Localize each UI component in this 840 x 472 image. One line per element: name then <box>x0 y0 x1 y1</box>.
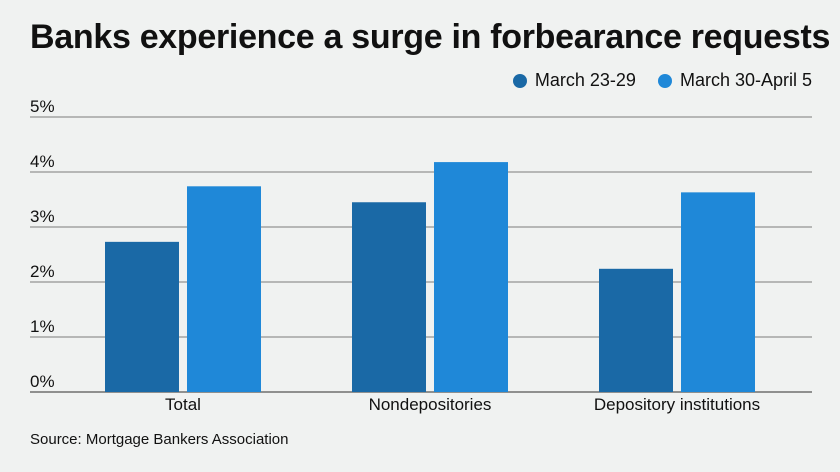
chart-title: Banks experience a surge in forbearance … <box>30 18 831 56</box>
bar-series-1 <box>599 268 673 392</box>
y-tick-label: 0% <box>30 372 55 391</box>
legend-marker-series-2 <box>657 73 672 88</box>
bar-series-2 <box>187 186 261 392</box>
y-tick-label: 5% <box>30 97 55 116</box>
y-tick-label: 4% <box>30 152 55 171</box>
y-tick-label: 3% <box>30 207 55 226</box>
x-tick-label: Nondepositories <box>369 395 492 414</box>
bar-series-2 <box>434 162 508 392</box>
legend-label-series-2: March 30-April 5 <box>679 70 812 90</box>
bar-series-1 <box>105 241 179 392</box>
bar-series-1 <box>352 202 426 392</box>
legend-label-series-1: March 23-29 <box>534 70 636 90</box>
legend-marker-series-1 <box>512 73 527 88</box>
legend-item-series-1: March 23-29 <box>512 70 636 91</box>
y-tick-label: 2% <box>30 262 55 281</box>
source-note: Source: Mortgage Bankers Association <box>30 431 289 448</box>
y-tick-label: 1% <box>30 317 55 336</box>
legend: March 23-29 March 30-April 5 <box>512 70 812 91</box>
bar-series-2 <box>681 192 755 392</box>
x-tick-label: Depository institutions <box>594 395 760 414</box>
legend-item-series-2: March 30-April 5 <box>657 70 812 91</box>
x-tick-label: Total <box>165 395 201 414</box>
